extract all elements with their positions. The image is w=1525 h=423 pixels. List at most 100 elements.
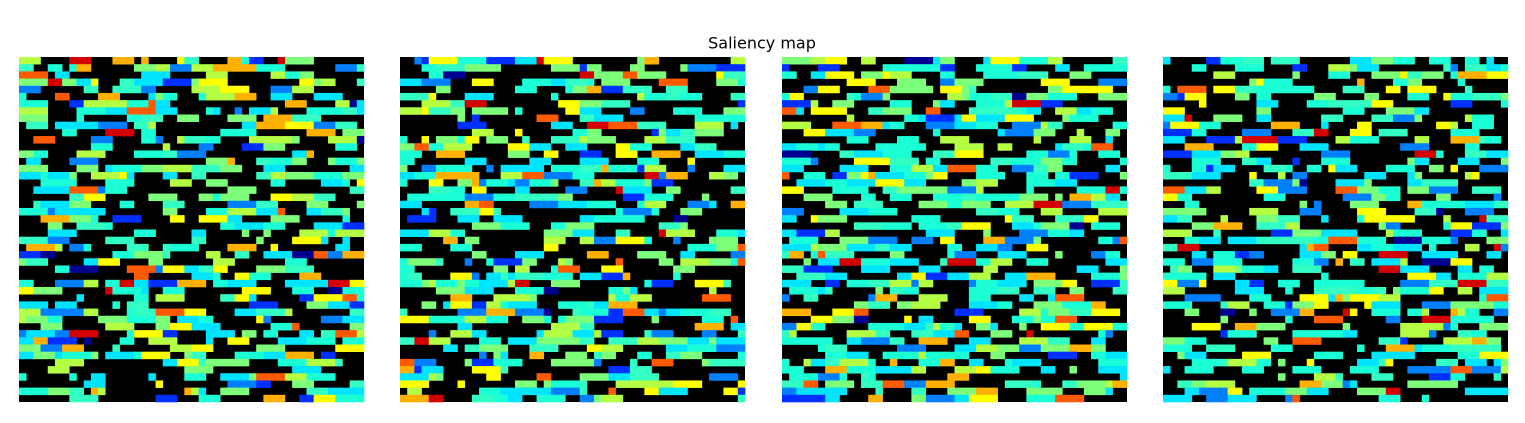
pixel [665,337,674,345]
pixel [1026,315,1034,324]
pixel [1464,351,1473,360]
pixel [1091,322,1099,331]
pixel [155,279,164,288]
pixel [954,394,962,403]
pixel [198,193,207,202]
pixel [450,193,458,202]
pixel [256,380,264,388]
pixel [918,380,927,388]
pixel [198,64,207,72]
pixel [1400,107,1408,115]
pixel [471,394,480,403]
pixel [1055,337,1063,345]
pixel [875,394,883,403]
pixel [817,337,826,345]
pixel [428,358,437,367]
pixel [622,207,631,216]
pixel [119,128,128,137]
pixel [868,394,876,403]
pixel [342,222,350,230]
pixel [1421,136,1430,144]
pixel [861,301,869,309]
pixel [270,114,279,122]
pixel [1472,387,1480,396]
pixel [1184,380,1193,388]
pixel [356,136,365,144]
pixel [1299,229,1308,237]
pixel [119,322,128,331]
pixel [932,294,941,302]
pixel [299,287,307,295]
pixel [1414,186,1423,194]
pixel [119,172,128,180]
pixel [1177,380,1185,388]
pixel [701,121,710,130]
pixel [630,215,638,223]
pixel [608,272,616,281]
pixel [1112,279,1121,288]
pixel [658,251,667,259]
pixel [947,193,955,202]
pixel [443,236,451,245]
pixel [932,337,941,345]
pixel [997,251,1006,259]
pixel [904,150,912,158]
pixel [716,337,724,345]
pixel [1450,337,1458,345]
pixel [796,186,804,194]
pixel [730,164,739,173]
pixel [1191,366,1200,374]
pixel [615,301,624,309]
pixel [33,57,41,65]
pixel [911,64,919,72]
pixel [435,107,444,115]
pixel [1443,279,1451,288]
pixel [1421,315,1430,324]
pixel [292,236,300,245]
pixel [1428,272,1437,281]
pixel [810,315,819,324]
pixel [141,294,149,302]
pixel [1472,337,1480,345]
pixel [1393,351,1401,360]
pixel [1019,236,1027,245]
pixel [177,200,185,209]
pixel [601,136,609,144]
pixel [1472,308,1480,317]
pixel [947,380,955,388]
pixel [1213,136,1221,144]
pixel [1493,287,1502,295]
pixel [1198,272,1207,281]
pixel [918,279,927,288]
pixel [1321,229,1329,237]
pixel [479,100,487,108]
pixel [249,143,257,151]
pixel [853,301,862,309]
pixel [54,265,63,273]
pixel [1004,107,1013,115]
pixel [904,78,912,87]
pixel [572,164,580,173]
pixel [450,330,458,338]
pixel [26,301,34,309]
pixel [54,215,63,223]
pixel [701,193,710,202]
pixel [832,279,840,288]
pixel [853,136,862,144]
pixel [832,172,840,180]
pixel [968,344,977,352]
pixel [983,172,991,180]
pixel [1335,315,1343,324]
pixel [1292,64,1300,72]
pixel [608,78,616,87]
pixel [1472,57,1480,65]
pixel [464,157,473,166]
pixel [579,200,588,209]
pixel [76,57,84,65]
pixel [839,258,847,266]
pixel [1342,186,1351,194]
pixel [832,200,840,209]
pixel [400,258,408,266]
pixel [615,287,624,295]
pixel [897,78,905,87]
